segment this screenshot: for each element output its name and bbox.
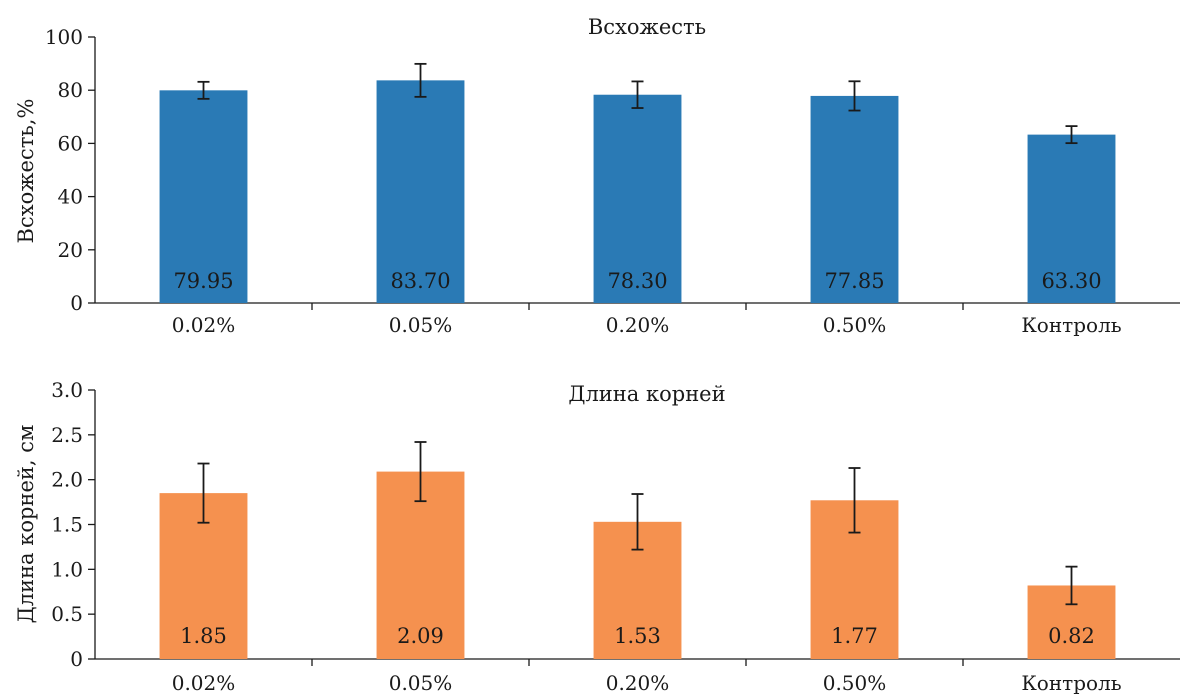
- y-tick-label: 2.5: [51, 423, 83, 447]
- x-tick-label: 0.50%: [823, 313, 887, 337]
- data-label: 78.30: [607, 269, 667, 293]
- x-ticks: 0.02% 0.05% 0.20% 0.50% Контроль: [172, 303, 1122, 337]
- germination-chart: Всхожесть Всхожесть,% 0 20 40 60 80 100 0.02%…: [14, 15, 1180, 337]
- data-label: 0.82: [1048, 624, 1095, 648]
- data-labels: 1.85 2.09 1.53 1.77 0.82: [180, 624, 1095, 648]
- y-tick-label: 0: [70, 647, 83, 671]
- bar: [1027, 134, 1116, 303]
- error-bars: [197, 441, 1078, 606]
- data-label: 83.70: [390, 269, 450, 293]
- bar: [376, 80, 465, 303]
- bar: [593, 94, 682, 303]
- x-tick-label: 0.05%: [389, 671, 453, 695]
- bar: [376, 471, 465, 659]
- y-tick-label: 80: [58, 78, 83, 102]
- x-tick-label: 0.02%: [172, 671, 236, 695]
- data-label: 1.53: [614, 624, 661, 648]
- y-tick-label: 1.5: [51, 513, 83, 537]
- data-label: 1.77: [831, 624, 878, 648]
- x-tick-label: 0.50%: [823, 671, 887, 695]
- y-tick-label: 100: [45, 25, 83, 49]
- y-tick-label: 20: [58, 238, 83, 262]
- root-length-chart: Длина корней Длина корней, см 0 0.5 1.0 1.5…: [14, 378, 1180, 695]
- y-tick-label: 60: [58, 131, 83, 155]
- y-tick-label: 40: [58, 185, 83, 209]
- y-tick-label: 3.0: [51, 378, 83, 402]
- x-tick-label: Контроль: [1021, 313, 1121, 337]
- y-ticks: 0 20 40 60 80 100: [45, 25, 95, 315]
- data-label: 77.85: [824, 269, 884, 293]
- bar: [159, 90, 248, 303]
- x-tick-label: 0.20%: [606, 671, 670, 695]
- data-label: 1.85: [180, 624, 227, 648]
- y-tick-label: 2.0: [51, 468, 83, 492]
- y-axis-label: Всхожесть,%: [14, 99, 38, 244]
- data-labels: 79.95 83.70 78.30 77.85 63.30: [173, 269, 1101, 293]
- x-ticks: 0.02% 0.05% 0.20% 0.50% Контроль: [172, 659, 1122, 695]
- data-label: 79.95: [173, 269, 233, 293]
- y-tick-label: 0.5: [51, 602, 83, 626]
- x-tick-label: 0.02%: [172, 313, 236, 337]
- y-ticks: 0 0.5 1.0 1.5 2.0 2.5 3.0: [51, 378, 95, 671]
- error-bars: [197, 62, 1078, 145]
- data-label: 63.30: [1041, 269, 1101, 293]
- chart-title: Всхожесть: [588, 15, 706, 39]
- data-label: 2.09: [397, 624, 444, 648]
- x-tick-label: 0.20%: [606, 313, 670, 337]
- bars: [159, 80, 1116, 303]
- x-tick-label: 0.05%: [389, 313, 453, 337]
- bar: [810, 95, 899, 303]
- y-axis-label: Длина корней, см: [14, 425, 38, 624]
- x-tick-label: Контроль: [1021, 671, 1121, 695]
- y-tick-label: 1.0: [51, 557, 83, 581]
- chart-title: Длина корней: [568, 382, 725, 406]
- y-tick-label: 0: [70, 291, 83, 315]
